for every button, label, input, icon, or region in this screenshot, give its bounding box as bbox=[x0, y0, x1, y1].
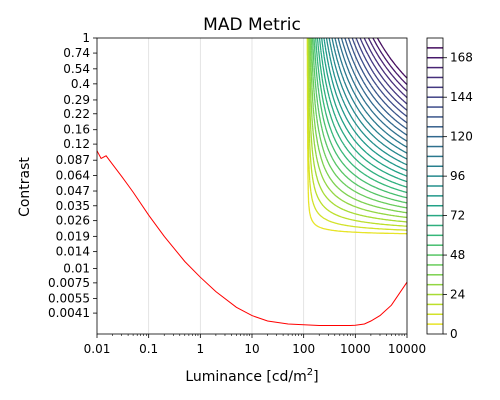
contour-line bbox=[309, 38, 408, 214]
y-tick-label: 0.0055 bbox=[48, 291, 90, 305]
colorbar-tick-label: 72 bbox=[450, 209, 465, 223]
y-axis-ticks: 10.740.540.40.290.220.160.120.0870.0640.… bbox=[48, 31, 97, 320]
x-tick-label: 0.01 bbox=[84, 342, 111, 356]
threshold-curve bbox=[96, 150, 408, 326]
y-tick-label: 1 bbox=[82, 31, 90, 45]
x-tick-label: 0.1 bbox=[139, 342, 158, 356]
contour-line bbox=[355, 37, 408, 111]
contour-line bbox=[340, 37, 408, 136]
threshold-curve-line bbox=[96, 150, 408, 326]
contour-line bbox=[344, 37, 408, 130]
contour-line bbox=[318, 37, 408, 183]
contour-line bbox=[308, 38, 408, 219]
y-tick-label: 0.019 bbox=[56, 229, 90, 243]
contour-line bbox=[337, 37, 408, 142]
y-tick-label: 0.0075 bbox=[48, 276, 90, 290]
contour-line bbox=[323, 37, 408, 172]
grid-lines bbox=[148, 38, 356, 334]
contour-line bbox=[313, 37, 408, 199]
contour-line bbox=[347, 37, 408, 124]
contour-line bbox=[334, 37, 408, 148]
contour-line bbox=[316, 38, 408, 188]
y-tick-label: 0.12 bbox=[63, 137, 90, 151]
colorbar-tick-label: 0 bbox=[450, 327, 458, 341]
colorbar-tick-label: 48 bbox=[450, 248, 465, 262]
colorbar-frame bbox=[426, 37, 444, 335]
x-tick-label: 100 bbox=[292, 342, 315, 356]
contour-line bbox=[307, 38, 408, 223]
y-tick-label: 0.087 bbox=[56, 153, 90, 167]
x-tick-label: 1000 bbox=[340, 342, 371, 356]
y-tick-label: 0.035 bbox=[56, 199, 90, 213]
colorbar-tick-label: 96 bbox=[450, 169, 465, 183]
contour-line bbox=[363, 37, 408, 99]
y-tick-label: 0.047 bbox=[56, 184, 90, 198]
colorbar: 0 24 48 72 96 120 144 168 bbox=[426, 37, 473, 341]
y-tick-label: 0.0041 bbox=[48, 306, 90, 320]
x-tick-label: 10000 bbox=[388, 342, 426, 356]
y-axis-label: Contrast bbox=[17, 157, 33, 217]
y-tick-label: 0.026 bbox=[56, 214, 90, 228]
contour-line bbox=[325, 37, 408, 166]
contour-line bbox=[310, 38, 408, 209]
chart-title: MAD Metric bbox=[203, 15, 301, 35]
y-tick-label: 0.54 bbox=[63, 62, 90, 76]
y-tick-label: 0.4 bbox=[71, 77, 90, 91]
plot-area bbox=[96, 37, 408, 335]
contour-line bbox=[315, 37, 408, 194]
y-tick-label: 0.16 bbox=[63, 123, 90, 137]
y-tick-label: 0.22 bbox=[63, 107, 90, 121]
contour-line bbox=[372, 37, 408, 86]
contour-line bbox=[328, 37, 408, 160]
y-tick-label: 0.74 bbox=[63, 46, 90, 60]
colorbar-tick-label: 144 bbox=[450, 90, 473, 104]
y-tick-label: 0.014 bbox=[56, 245, 90, 259]
contour-line bbox=[311, 38, 408, 204]
y-tick-label: 0.29 bbox=[63, 93, 90, 107]
x-axis-label: Luminance [cd/m2] bbox=[185, 367, 318, 385]
x-axis-ticks: 0.01 0.1 1 10 100 1000 10000 bbox=[84, 334, 426, 356]
contour-line bbox=[321, 37, 408, 177]
colorbar-tick-label: 168 bbox=[450, 51, 473, 65]
y-tick-label: 0.064 bbox=[56, 169, 90, 183]
x-tick-label: 10 bbox=[244, 342, 259, 356]
contour-line bbox=[307, 38, 408, 227]
colorbar-tick-label: 120 bbox=[450, 130, 473, 144]
contour-lines bbox=[306, 37, 408, 235]
x-tick-label: 1 bbox=[197, 342, 205, 356]
y-tick-label: 0.01 bbox=[63, 261, 90, 275]
contour-line bbox=[376, 37, 408, 79]
colorbar-tick-label: 24 bbox=[450, 288, 465, 302]
